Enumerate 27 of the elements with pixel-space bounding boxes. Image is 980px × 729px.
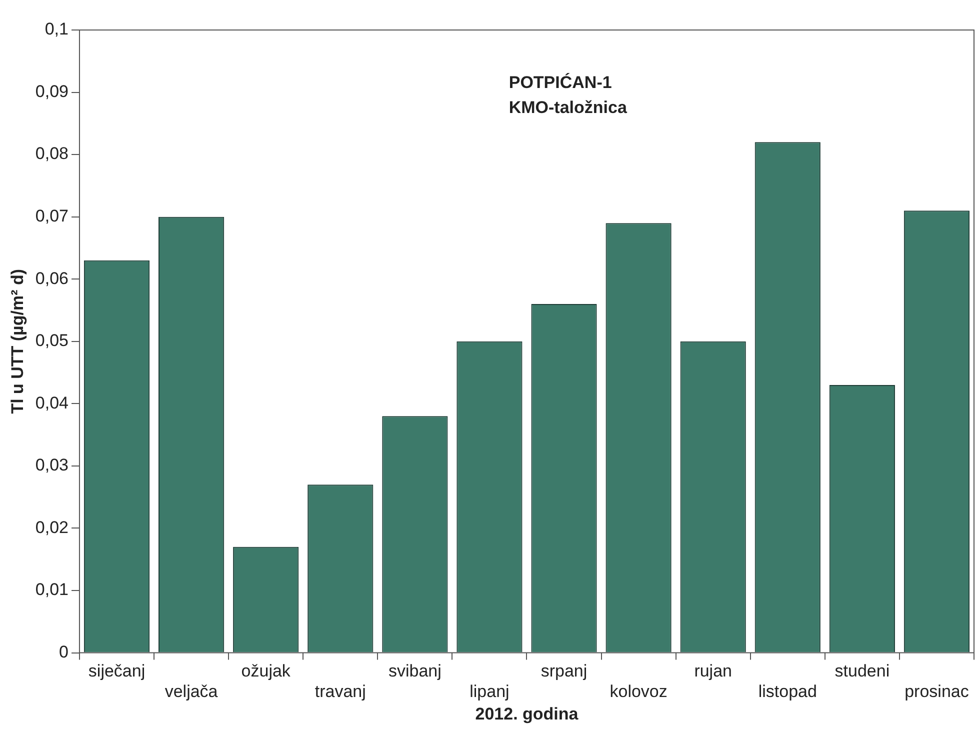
x-tick-label: lipanj [470,682,510,702]
x-tick-label: travanj [314,682,366,702]
x-tick-label: prosinac [904,682,970,702]
x-tick-label: listopad [758,682,817,702]
y-axis-title: Tl u UTT (µg/m² d) [8,268,27,414]
x-tick-label: rujan [694,662,732,681]
y-tick-label: 0,08 [35,144,68,164]
y-tick-label: 0,01 [35,580,68,600]
x-tick-label: ožujak [241,662,291,681]
x-tick-label: srpanj [540,662,588,681]
y-tick-label: 0,07 [35,206,68,226]
y-tick-label: 0,06 [35,268,68,288]
x-axis-title: 2012. godina [475,704,579,724]
y-tick-label: 0 [59,642,68,662]
y-tick-label: 0,1 [44,20,68,39]
x-tick-label: siječanj [88,662,146,681]
y-tick-label: 0,04 [35,393,68,412]
x-tick-label: veljača [164,682,218,702]
x-tick-label: svibanj [388,662,442,681]
x-tick-label: studeni [834,662,890,681]
text: KMO-taložnica [508,98,628,118]
y-tick-label: 0,03 [35,456,68,475]
y-tick-label: 0,02 [35,518,68,537]
x-tick-label: kolovoz [610,682,668,702]
y-tick-label: 0,05 [35,331,68,350]
text: POTPIĆAN-1 [508,72,612,92]
y-tick-label: 0,09 [35,82,68,101]
